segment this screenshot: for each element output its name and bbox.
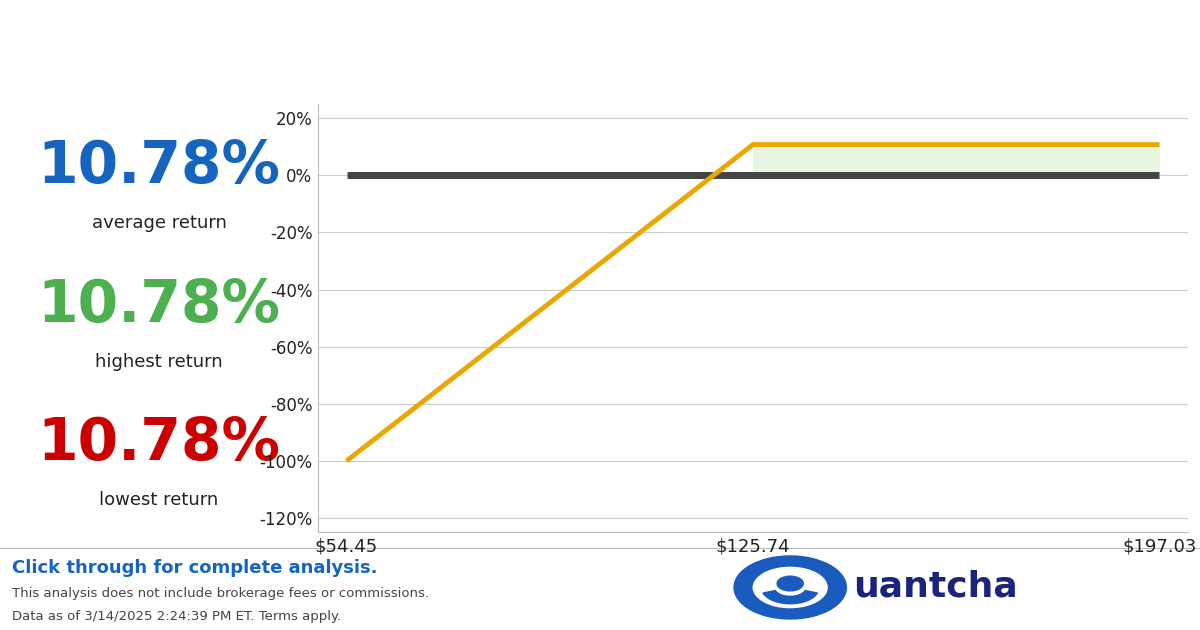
Text: Data as of 3/14/2025 2:24:39 PM ET. Terms apply.: Data as of 3/14/2025 2:24:39 PM ET. Term…: [12, 610, 341, 622]
Text: average return: average return: [91, 214, 227, 232]
Text: Click through for complete analysis.: Click through for complete analysis.: [12, 559, 378, 576]
Text: 10.78%: 10.78%: [37, 138, 281, 195]
Text: 10.78%: 10.78%: [37, 277, 281, 333]
Text: highest return: highest return: [95, 353, 223, 370]
Text: Bull Call Spread analysis for $145.91-$195.07 model on 17-Apr-2025: Bull Call Spread analysis for $145.91-$1…: [12, 80, 652, 103]
Text: This analysis does not include brokerage fees or commissions.: This analysis does not include brokerage…: [12, 587, 430, 600]
Circle shape: [778, 576, 803, 591]
Text: ROOT INC. CLASS A COMMON STOCK (ROOT: ROOT INC. CLASS A COMMON STOCK (ROOT: [12, 21, 1200, 76]
Text: uantcha: uantcha: [853, 569, 1018, 603]
Text: lowest return: lowest return: [100, 491, 218, 509]
Wedge shape: [763, 590, 817, 604]
Wedge shape: [734, 556, 846, 619]
Text: 10.78%: 10.78%: [37, 415, 281, 472]
